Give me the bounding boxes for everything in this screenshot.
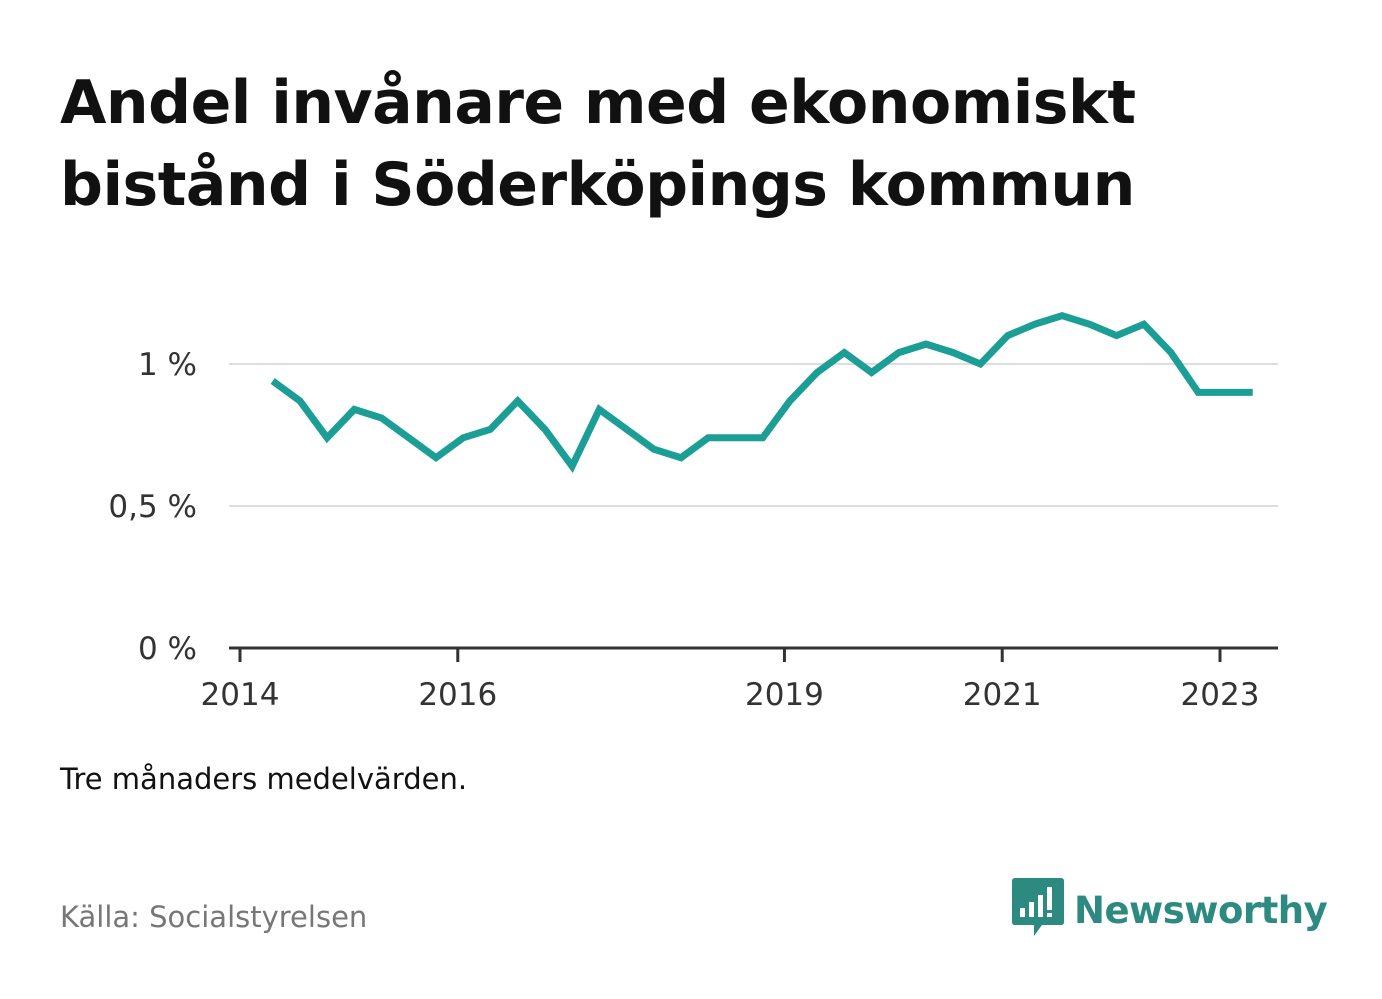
x-tick-label: 2023 xyxy=(1181,677,1260,713)
source-credit: Källa: Socialstyrelsen xyxy=(60,900,368,934)
y-tick-label: 1 % xyxy=(138,347,197,383)
chart-title: Andel invånare med ekonomiskt bistånd i … xyxy=(60,68,1136,220)
x-tick-label: 2019 xyxy=(745,677,824,713)
gridlines xyxy=(229,363,1278,507)
brand-name: Newsworthy xyxy=(1074,888,1328,932)
bar-chart-speech-bubble-icon xyxy=(1012,878,1064,942)
x-tick-label: 2021 xyxy=(963,677,1042,713)
y-axis-tick-labels: 0 % 0,5 % 1 % xyxy=(108,347,197,667)
chart-note: Tre månaders medelvärden. xyxy=(60,762,468,796)
x-axis-tick-labels: 2014 2016 2019 2021 2023 xyxy=(201,677,1260,713)
brand-logo: Newsworthy xyxy=(1012,878,1328,942)
y-tick-label: 0 % xyxy=(138,631,197,667)
series-layer xyxy=(270,312,1253,473)
x-tick-label: 2016 xyxy=(418,677,497,713)
y-tick-label: 0,5 % xyxy=(108,489,197,525)
series-line xyxy=(270,312,1253,473)
x-tick-label: 2014 xyxy=(201,677,280,713)
x-axis xyxy=(229,646,1278,662)
